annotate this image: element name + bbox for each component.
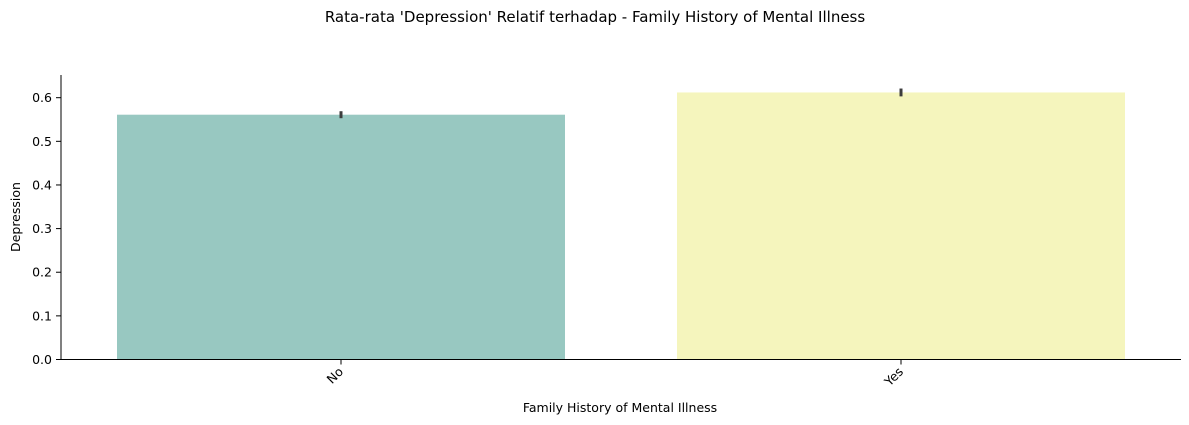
y-axis-label: Depression — [8, 182, 23, 252]
bar-no — [117, 114, 565, 360]
y-tick-label: 0.0 — [32, 352, 52, 367]
x-tick-label: No — [323, 364, 346, 387]
plot-area — [117, 88, 1125, 360]
bar-yes — [677, 92, 1125, 360]
y-tick-label: 0.2 — [32, 265, 52, 280]
x-axis-label: Family History of Mental Illness — [523, 400, 717, 415]
y-tick-label: 0.6 — [32, 90, 52, 105]
x-tick-label: Yes — [881, 364, 907, 390]
chart-title: Rata-rata 'Depression' Relatif terhadap … — [325, 8, 866, 26]
y-tick-label: 0.3 — [32, 221, 52, 236]
y-tick-label: 0.4 — [32, 177, 52, 192]
y-tick-label: 0.1 — [32, 308, 52, 323]
y-tick-label: 0.5 — [32, 134, 52, 149]
